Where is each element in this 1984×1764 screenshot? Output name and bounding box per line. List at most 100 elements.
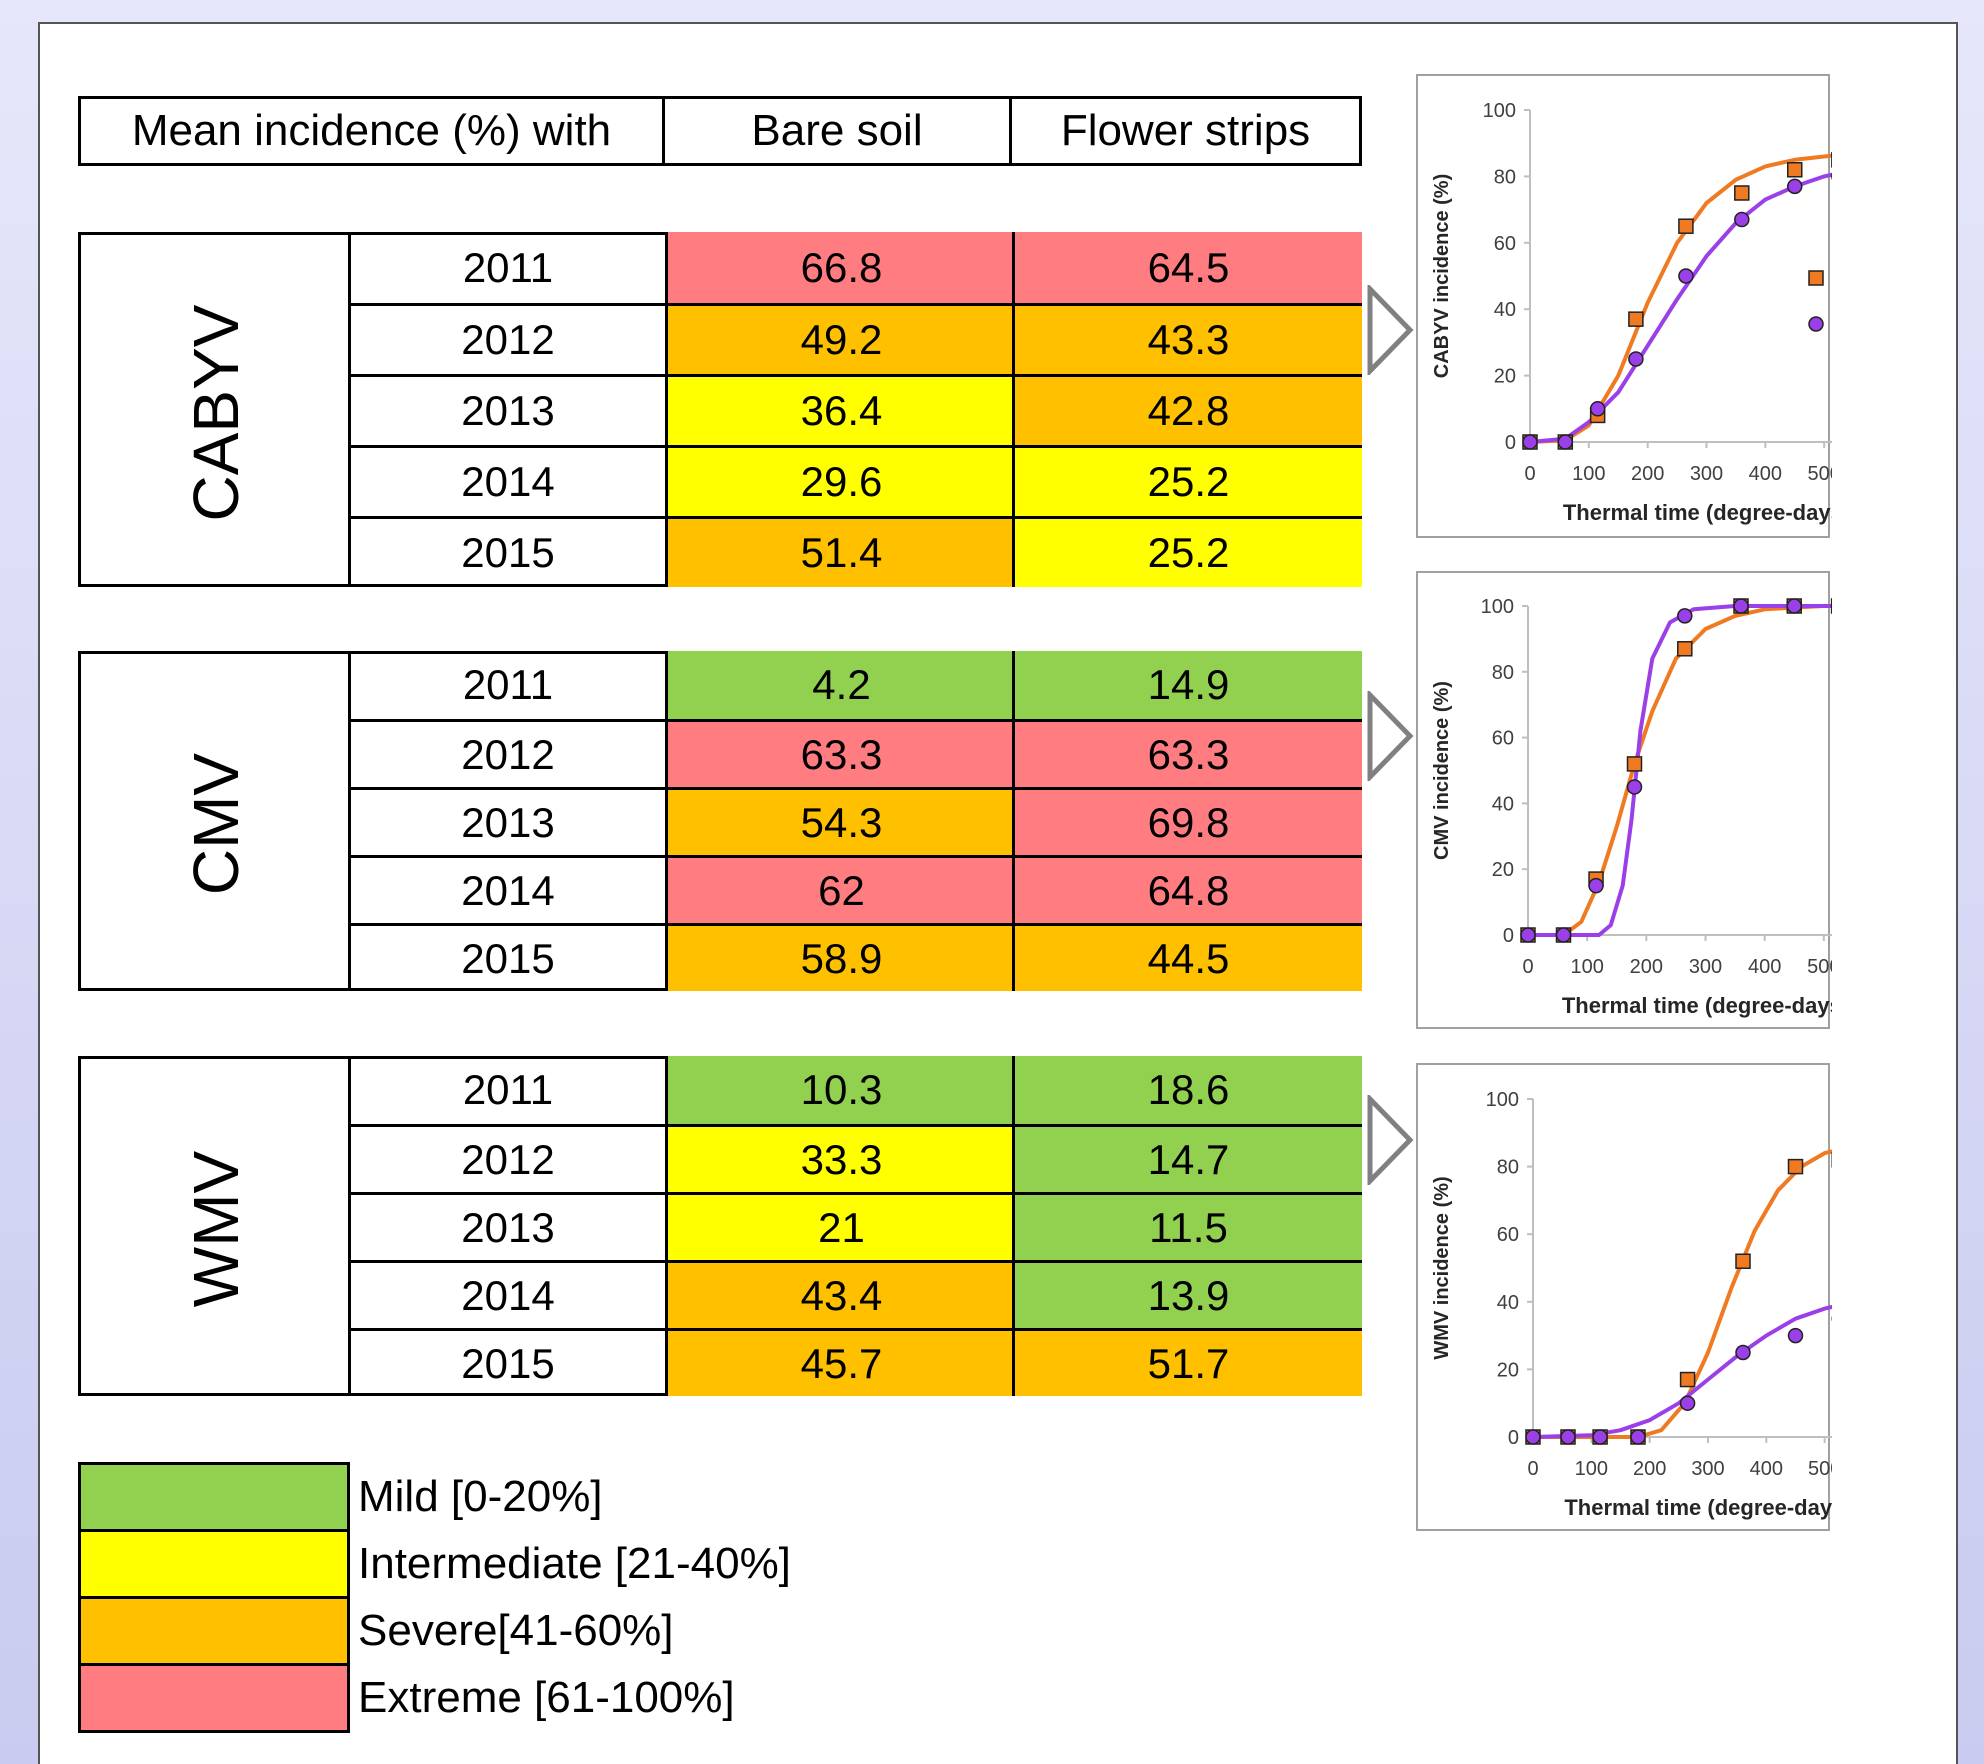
column-divider [348,1056,351,1396]
pointer-arrow-icon [1367,1095,1414,1185]
header-flower-strips: Flower strips [1009,96,1362,166]
data-point-fs [1786,598,1802,614]
flower-strips-value: 11.5 [1012,1192,1362,1260]
data-point-bs [1677,641,1693,657]
x-tick-label: 300 [1689,956,1722,978]
data-point-bs [1734,185,1750,201]
header-bare-soil: Bare soil [662,96,1012,166]
data-point-fs [1588,877,1604,894]
y-tick-label: 100 [1481,596,1514,618]
virus-label: CMV [180,752,252,896]
data-point-fs [1677,608,1693,624]
data-point-fs [1555,927,1572,943]
year-cell: 2014 [351,855,665,923]
legend-label-severe: Severe[41-60%] [358,1606,674,1655]
bare-soil-value: 45.7 [665,1328,1015,1396]
year-cell: 2012 [351,303,665,374]
legend-label-mild: Mild [0-20%] [358,1472,603,1521]
x-tick-label: 100 [1572,463,1605,485]
year-cell: 2013 [351,1192,665,1260]
year-cell: 2011 [462,243,554,291]
flower-strips-value: 43.3 [1012,303,1362,374]
y-tick-label: 60 [1492,728,1514,750]
data-point-fs [1628,351,1644,367]
chart-svg: 0204060801000100200300400500600Thermal t… [1431,596,1832,1018]
bare-soil-value: 51.4 [665,516,1015,587]
data-point-bs [1787,162,1803,178]
x-tick-label: 500 [1807,956,1832,978]
virus-group-cmv: CMV 2011 4.2 14.9 2012 63.3 63.3 2013 54.3 69.8 20… [78,651,1362,991]
y-tick-label: 0 [1508,1427,1519,1449]
flower-strips-value: 44.5 [1012,923,1362,991]
virus-group-cabyv: CABYV 2011 66.8 64.5 2012 49.2 43.3 2013 36.4 42.… [78,232,1362,587]
data-point-bs [1679,1371,1696,1388]
bare-soil-value: 10.3 [665,1056,1015,1124]
x-axis-label: Thermal time (degree-days) [1563,500,1832,525]
flower-strips-value: 18.6 [1012,1056,1362,1124]
bare-soil-value: 49.2 [665,303,1015,374]
data-point-fs [1678,268,1694,284]
virus-group-wmv: WMV 2011 10.3 18.6 2012 33.3 14.7 2013 21 11.5 201… [78,1056,1362,1396]
x-tick-label: 200 [1630,956,1663,978]
x-tick-label: 500 [1808,1458,1832,1480]
bare-soil-value: 36.4 [665,374,1015,445]
y-axis-label: CABYV incidence (%) [1431,174,1453,378]
y-tick-label: 60 [1494,233,1516,255]
fit-curve-bs [1531,1149,1832,1439]
y-tick-label: 60 [1497,1224,1519,1246]
bare-soil-value: 58.9 [665,923,1015,991]
legend-swatch-severe [78,1596,350,1666]
x-tick-label: 500 [1807,463,1832,485]
year-cell: 2014 [351,1260,665,1328]
x-tick-label: 400 [1750,1458,1783,1480]
x-tick-label: 100 [1570,956,1603,978]
legend-label-extreme: Extreme [61-100%] [358,1673,735,1722]
data-point-bs [1628,311,1644,327]
legend-marker-bs [1808,270,1824,286]
x-tick-label: 0 [1527,1458,1538,1480]
bare-soil-value: 62 [665,855,1015,923]
flower-strips-value: 42.8 [1012,374,1362,445]
y-tick-label: 0 [1503,925,1514,947]
chart-3: 0204060801000100200300400500600Thermal t… [1416,1063,1832,1531]
fit-curve-bs [1526,604,1832,937]
year-cell: 2015 [351,1328,665,1396]
y-tick-label: 20 [1497,1359,1519,1381]
legend-swatch-intermediate [78,1529,350,1599]
x-tick-label: 100 [1575,1458,1608,1480]
x-tick-label: 400 [1749,463,1782,485]
data-point-fs [1557,434,1574,450]
legend-swatch-extreme [78,1663,350,1733]
x-tick-label: 0 [1524,463,1535,485]
data-point-bs [1678,218,1694,234]
flower-strips-value: 25.2 [1012,516,1362,587]
legend-marker-fs [1808,316,1824,332]
data-point-fs [1787,1327,1804,1344]
y-tick-label: 80 [1494,166,1516,188]
bare-soil-value: 29.6 [665,445,1015,516]
virus-label: CABYV [180,304,252,521]
data-point-fs [1525,1429,1541,1445]
pointer-arrow-icon [1367,285,1414,375]
year-cell: 2013 [351,374,665,445]
y-tick-label: 40 [1494,299,1516,321]
flower-strips-value: 14.9 [1012,651,1362,719]
year-cell: 2011 [462,661,554,708]
y-tick-label: 100 [1486,1089,1519,1111]
legend-swatch-mild [78,1462,350,1532]
chart-svg: 0204060801000100200300400500600Thermal t… [1431,1089,1832,1520]
flower-strips-value: 64.5 [1012,232,1362,303]
chart-2: 0204060801000100200300400500600Thermal t… [1416,571,1832,1029]
flower-strips-value: 13.9 [1012,1260,1362,1328]
data-point-fs [1520,927,1536,943]
data-point-fs [1589,401,1606,417]
x-tick-label: 300 [1691,1458,1724,1480]
data-point-bs [1735,1253,1751,1269]
year-cell: 2011 [462,1066,554,1113]
y-tick-label: 80 [1497,1157,1519,1179]
bare-soil-value: 66.8 [665,232,1015,303]
data-point-bs [1787,1158,1804,1175]
bare-soil-value: 4.2 [665,651,1015,719]
flower-strips-value: 64.8 [1012,855,1362,923]
year-cell: 2015 [351,516,665,587]
